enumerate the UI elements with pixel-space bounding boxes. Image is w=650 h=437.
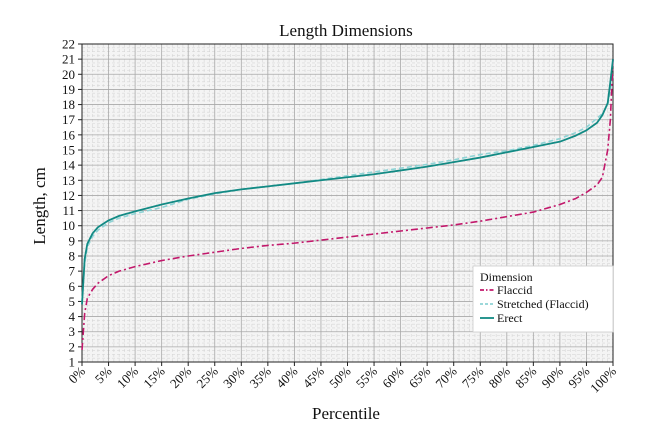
y-tick-label: 4 xyxy=(69,309,76,324)
x-tick-label: 80% xyxy=(485,363,513,391)
x-tick-label: 20% xyxy=(167,363,195,391)
series-lines xyxy=(81,59,614,350)
series-line-flaccid xyxy=(81,59,614,350)
x-tick-label: 55% xyxy=(353,363,381,391)
legend-label: Flaccid xyxy=(497,283,532,297)
grid xyxy=(81,43,614,363)
legend-title: Dimension xyxy=(480,270,533,284)
y-tick-label: 12 xyxy=(62,188,75,203)
y-tick-label: 10 xyxy=(62,218,75,233)
x-tick-label: 40% xyxy=(273,363,301,391)
y-tick-label: 6 xyxy=(69,279,76,294)
x-tick-label: 65% xyxy=(406,363,434,391)
y-tick-label: 21 xyxy=(62,52,75,67)
y-tick-label: 9 xyxy=(69,233,76,248)
legend-box xyxy=(472,265,614,333)
x-tick-label: 10% xyxy=(114,363,142,391)
series-line-erect xyxy=(81,59,614,305)
series-line-stretched-flaccid xyxy=(81,74,614,302)
x-tick-label: 100% xyxy=(587,363,619,395)
x-tick-label: 50% xyxy=(326,363,354,391)
y-tick-label: 13 xyxy=(62,173,75,188)
y-tick-label: 3 xyxy=(69,324,76,339)
chart-title: Length Dimensions xyxy=(279,21,413,40)
legend-label: Erect xyxy=(497,311,523,325)
x-tick-label: 15% xyxy=(140,363,168,391)
y-tick-label: 16 xyxy=(62,127,76,142)
x-tick-label: 35% xyxy=(247,363,275,391)
y-tick-label: 8 xyxy=(69,249,76,264)
x-axis-label: Percentile xyxy=(312,404,380,423)
x-tick-label: 85% xyxy=(512,363,540,391)
y-tick-label: 18 xyxy=(62,97,75,112)
x-tick-label: 30% xyxy=(220,363,248,391)
x-axis-ticks: 0% 5% 10% 15% 20% 25% 30% 35% 40% 45% 50% 55% 60% 65%… xyxy=(65,362,619,396)
y-tick-label: 17 xyxy=(62,112,76,127)
x-tick-label: 5% xyxy=(92,363,115,386)
x-tick-label: 75% xyxy=(459,363,487,391)
y-tick-label: 22 xyxy=(62,37,75,52)
y-tick-label: 20 xyxy=(62,67,75,82)
y-tick-label: 11 xyxy=(62,203,75,218)
legend-label: Stretched (Flaccid) xyxy=(497,297,589,311)
y-tick-label: 19 xyxy=(62,82,75,97)
y-tick-label: 5 xyxy=(69,294,76,309)
x-tick-label: 45% xyxy=(300,363,328,391)
y-tick-label: 2 xyxy=(69,339,76,354)
x-tick-label: 90% xyxy=(539,363,567,391)
y-tick-label: 1 xyxy=(69,355,76,370)
y-tick-label: 7 xyxy=(69,264,76,279)
y-axis-label: Length, cm xyxy=(30,167,49,244)
y-tick-label: 15 xyxy=(62,143,75,158)
x-tick-label: 60% xyxy=(379,363,407,391)
x-tick-label: 25% xyxy=(193,363,221,391)
x-tick-label: 70% xyxy=(432,363,460,391)
y-tick-label: 14 xyxy=(62,158,76,173)
